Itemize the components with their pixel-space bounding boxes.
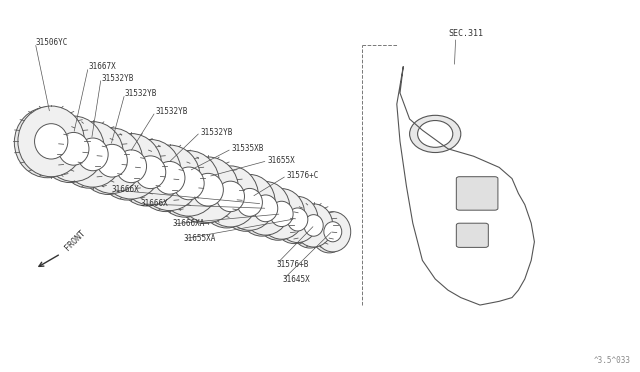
Text: 31532YB: 31532YB <box>101 74 134 83</box>
Text: 31655XA: 31655XA <box>184 234 216 243</box>
Text: 31666X: 31666X <box>112 185 140 194</box>
Text: 31645X: 31645X <box>283 275 310 284</box>
Ellipse shape <box>173 167 204 200</box>
Ellipse shape <box>255 190 301 240</box>
Text: 31667X: 31667X <box>88 62 116 71</box>
Ellipse shape <box>77 138 108 171</box>
Ellipse shape <box>291 205 329 248</box>
Text: 31532YB: 31532YB <box>156 107 188 116</box>
Ellipse shape <box>253 195 278 222</box>
FancyBboxPatch shape <box>456 223 488 247</box>
Ellipse shape <box>154 161 185 194</box>
Ellipse shape <box>287 208 308 231</box>
Ellipse shape <box>418 121 453 147</box>
Ellipse shape <box>177 157 239 222</box>
Ellipse shape <box>259 189 305 239</box>
Text: SEC.311: SEC.311 <box>448 29 483 38</box>
Ellipse shape <box>135 156 166 189</box>
Text: 31506YC: 31506YC <box>35 38 68 47</box>
Text: 31655X: 31655X <box>268 156 295 165</box>
Ellipse shape <box>14 107 81 178</box>
Ellipse shape <box>81 128 143 193</box>
Ellipse shape <box>237 189 262 217</box>
Text: 31532YB: 31532YB <box>125 89 157 98</box>
Ellipse shape <box>97 135 158 200</box>
Ellipse shape <box>198 167 255 228</box>
Ellipse shape <box>62 122 124 187</box>
Ellipse shape <box>241 182 290 235</box>
Ellipse shape <box>324 222 342 242</box>
FancyBboxPatch shape <box>456 177 498 210</box>
Text: ^3.5^033: ^3.5^033 <box>593 356 630 365</box>
Ellipse shape <box>202 166 259 227</box>
Text: 31576+C: 31576+C <box>287 171 319 180</box>
Ellipse shape <box>216 181 244 212</box>
Ellipse shape <box>158 151 220 216</box>
Text: 31576+B: 31576+B <box>276 260 309 269</box>
Ellipse shape <box>135 146 196 212</box>
Ellipse shape <box>77 129 139 195</box>
Text: 31666XA: 31666XA <box>173 219 205 228</box>
Text: 31666X: 31666X <box>141 199 168 208</box>
Ellipse shape <box>39 117 100 183</box>
Ellipse shape <box>315 212 351 252</box>
Ellipse shape <box>100 134 162 199</box>
Ellipse shape <box>116 141 177 206</box>
Ellipse shape <box>116 150 147 183</box>
Ellipse shape <box>18 106 84 177</box>
Ellipse shape <box>273 198 314 244</box>
Ellipse shape <box>58 123 120 188</box>
Ellipse shape <box>120 140 181 205</box>
Ellipse shape <box>154 152 216 217</box>
Ellipse shape <box>58 132 89 165</box>
Ellipse shape <box>304 215 323 236</box>
Ellipse shape <box>410 115 461 153</box>
Ellipse shape <box>43 116 104 182</box>
Text: 31535XB: 31535XB <box>232 144 264 153</box>
Ellipse shape <box>277 196 318 243</box>
Ellipse shape <box>139 145 200 211</box>
Text: 31532YB: 31532YB <box>200 128 233 137</box>
Text: FRONT: FRONT <box>63 228 87 252</box>
Ellipse shape <box>220 176 271 231</box>
Ellipse shape <box>193 173 223 206</box>
Ellipse shape <box>294 204 333 247</box>
Ellipse shape <box>97 144 127 177</box>
Ellipse shape <box>173 158 235 224</box>
Ellipse shape <box>311 213 347 253</box>
Ellipse shape <box>270 201 293 227</box>
Ellipse shape <box>35 124 68 159</box>
Ellipse shape <box>237 183 286 236</box>
Ellipse shape <box>224 174 275 230</box>
